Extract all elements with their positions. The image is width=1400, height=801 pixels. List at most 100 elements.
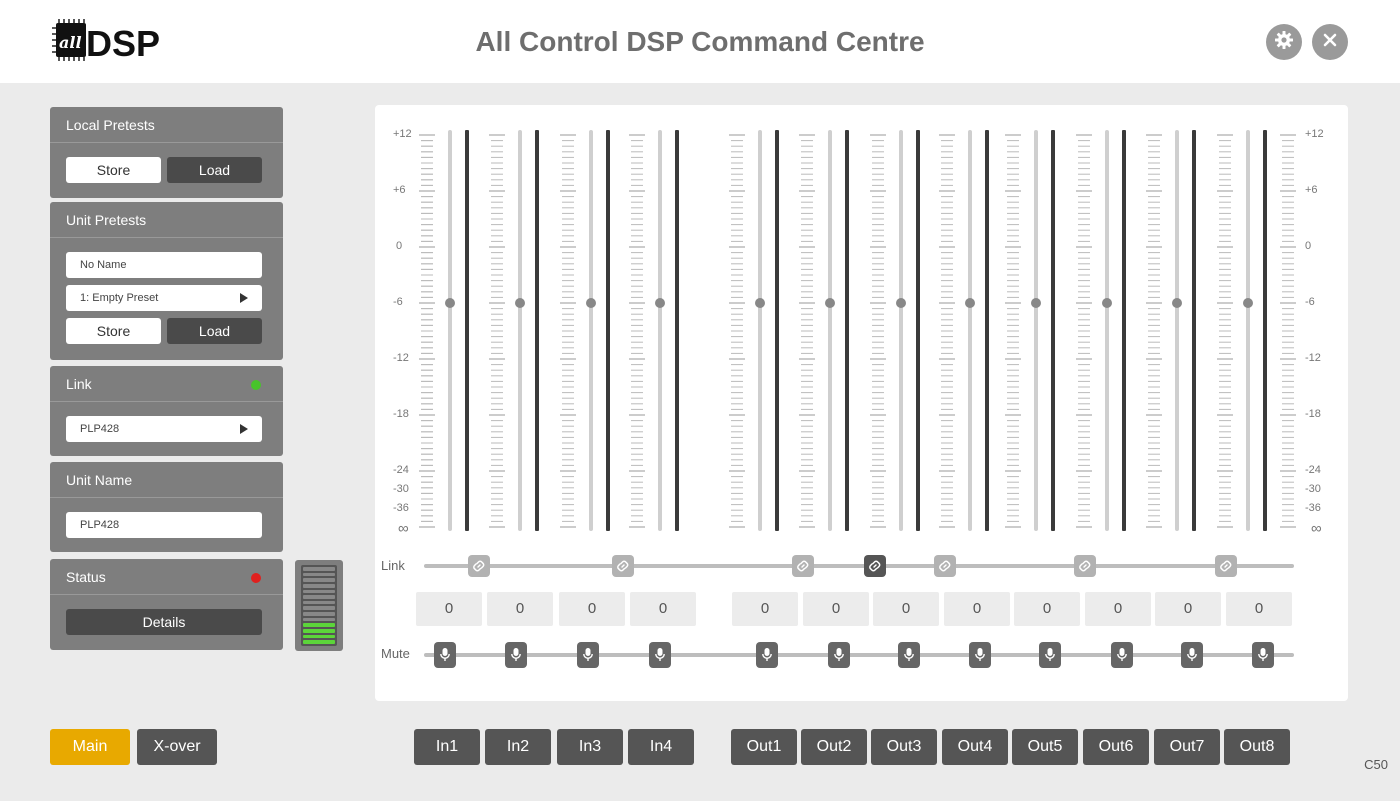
meter-segment bbox=[303, 606, 335, 611]
mute-button[interactable] bbox=[756, 642, 778, 668]
fader-knob[interactable] bbox=[825, 298, 835, 308]
unit-store-button[interactable]: Store bbox=[66, 318, 161, 344]
fader-knob[interactable] bbox=[755, 298, 765, 308]
channel-tab-in4[interactable]: In4 bbox=[628, 729, 694, 765]
channel-value-field[interactable]: 0 bbox=[559, 592, 625, 626]
channel-tab-in1[interactable]: In1 bbox=[414, 729, 480, 765]
mute-button[interactable] bbox=[1252, 642, 1274, 668]
scale-label: -36 bbox=[393, 502, 409, 514]
channel-value-field[interactable]: 0 bbox=[732, 592, 798, 626]
channel-value-field[interactable]: 0 bbox=[944, 592, 1010, 626]
local-load-button[interactable]: Load bbox=[167, 157, 262, 183]
link-button[interactable] bbox=[612, 555, 634, 577]
channel-value-field[interactable]: 0 bbox=[487, 592, 553, 626]
mute-button[interactable] bbox=[1039, 642, 1061, 668]
fader-knob[interactable] bbox=[515, 298, 525, 308]
scale-label: -6 bbox=[1305, 296, 1315, 308]
main-tab[interactable]: Main bbox=[50, 729, 130, 765]
scale-label: -12 bbox=[1305, 352, 1321, 364]
mute-button[interactable] bbox=[577, 642, 599, 668]
microphone-icon bbox=[1044, 647, 1056, 663]
fader-knob[interactable] bbox=[445, 298, 455, 308]
scale-label: 0 bbox=[396, 240, 403, 252]
meter-segment bbox=[303, 640, 335, 644]
local-presets-title: Local Pretests bbox=[50, 107, 283, 143]
gear-icon bbox=[1274, 30, 1294, 55]
mute-button[interactable] bbox=[828, 642, 850, 668]
meter-segment bbox=[303, 629, 335, 633]
link-button[interactable] bbox=[792, 555, 814, 577]
mute-button[interactable] bbox=[1111, 642, 1133, 668]
channel-value-field[interactable]: 0 bbox=[873, 592, 939, 626]
unit-name-input[interactable]: PLP428 bbox=[66, 512, 262, 538]
fader-knob[interactable] bbox=[655, 298, 665, 308]
fader-knob[interactable] bbox=[965, 298, 975, 308]
microphone-icon bbox=[903, 647, 915, 663]
link-button[interactable] bbox=[468, 555, 490, 577]
channel-tab-out7[interactable]: Out7 bbox=[1154, 729, 1220, 765]
channel-tab-in3[interactable]: In3 bbox=[557, 729, 623, 765]
link-title-text: Link bbox=[66, 376, 92, 392]
signal-meter bbox=[1192, 130, 1196, 531]
link-button[interactable] bbox=[864, 555, 886, 577]
fader-knob[interactable] bbox=[1031, 298, 1041, 308]
link-device-select[interactable]: PLP428 bbox=[66, 416, 262, 442]
xover-tab[interactable]: X-over bbox=[137, 729, 217, 765]
settings-button[interactable] bbox=[1266, 24, 1302, 60]
unit-load-button[interactable]: Load bbox=[167, 318, 262, 344]
fader-knob[interactable] bbox=[1172, 298, 1182, 308]
link-button[interactable] bbox=[1215, 555, 1237, 577]
fader-knob[interactable] bbox=[1243, 298, 1253, 308]
signal-meter bbox=[535, 130, 539, 531]
unit-name-panel: Unit Name PLP428 bbox=[50, 462, 283, 552]
mute-button[interactable] bbox=[505, 642, 527, 668]
fader-knob[interactable] bbox=[1102, 298, 1112, 308]
alldsp-logo: all DSP bbox=[50, 18, 160, 64]
channel-tab-in2[interactable]: In2 bbox=[485, 729, 551, 765]
channel-value-field[interactable]: 0 bbox=[1085, 592, 1151, 626]
channel-value-field[interactable]: 0 bbox=[1226, 592, 1292, 626]
mute-button[interactable] bbox=[434, 642, 456, 668]
channel-tab-out4[interactable]: Out4 bbox=[942, 729, 1008, 765]
fader-knob[interactable] bbox=[896, 298, 906, 308]
details-button[interactable]: Details bbox=[66, 609, 262, 635]
scale-label: -6 bbox=[393, 296, 403, 308]
link-icon bbox=[868, 559, 882, 573]
tick-ladder bbox=[1005, 134, 1021, 528]
microphone-icon bbox=[439, 647, 451, 663]
meter-segment bbox=[303, 583, 335, 588]
fader-track bbox=[758, 130, 762, 531]
status-panel: Status Details bbox=[50, 559, 283, 650]
close-icon bbox=[1322, 32, 1338, 53]
channel-tab-out1[interactable]: Out1 bbox=[731, 729, 797, 765]
preset-name-input[interactable]: No Name bbox=[66, 252, 262, 278]
channel-tab-out6[interactable]: Out6 bbox=[1083, 729, 1149, 765]
mute-button[interactable] bbox=[649, 642, 671, 668]
mute-button[interactable] bbox=[898, 642, 920, 668]
channel-tab-out5[interactable]: Out5 bbox=[1012, 729, 1078, 765]
signal-meter bbox=[675, 130, 679, 531]
link-button[interactable] bbox=[1074, 555, 1096, 577]
preset-select[interactable]: 1: Empty Preset bbox=[66, 285, 262, 311]
scale-label: -18 bbox=[1305, 408, 1321, 420]
channel-tab-out8[interactable]: Out8 bbox=[1224, 729, 1290, 765]
tick-ladder bbox=[629, 134, 645, 528]
channel-tab-out3[interactable]: Out3 bbox=[871, 729, 937, 765]
link-button[interactable] bbox=[934, 555, 956, 577]
microphone-icon bbox=[1186, 647, 1198, 663]
meter-segment bbox=[303, 578, 335, 582]
mute-button[interactable] bbox=[969, 642, 991, 668]
tick-ladder bbox=[870, 134, 886, 528]
local-store-button[interactable]: Store bbox=[66, 157, 161, 183]
fader-knob[interactable] bbox=[586, 298, 596, 308]
channel-tab-out2[interactable]: Out2 bbox=[801, 729, 867, 765]
close-button[interactable] bbox=[1312, 24, 1348, 60]
channel-value-field[interactable]: 0 bbox=[416, 592, 482, 626]
channel-value-field[interactable]: 0 bbox=[803, 592, 869, 626]
mute-button[interactable] bbox=[1181, 642, 1203, 668]
fader-track bbox=[589, 130, 593, 531]
status-indicator bbox=[251, 573, 261, 583]
channel-value-field[interactable]: 0 bbox=[1155, 592, 1221, 626]
channel-value-field[interactable]: 0 bbox=[630, 592, 696, 626]
channel-value-field[interactable]: 0 bbox=[1014, 592, 1080, 626]
